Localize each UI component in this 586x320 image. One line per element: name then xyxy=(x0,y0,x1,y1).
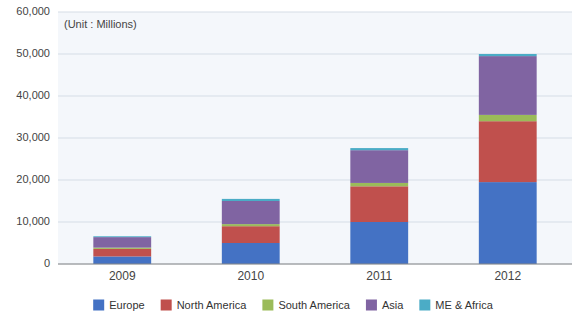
y-tick-label: 50,000 xyxy=(16,47,50,59)
bar xyxy=(350,183,408,186)
bar xyxy=(222,226,280,243)
bars xyxy=(93,54,536,264)
bar xyxy=(93,249,151,257)
legend-item: North America xyxy=(161,299,248,311)
legend: Europe North America South America Asia ME &… xyxy=(93,299,493,311)
grid-line xyxy=(58,264,572,265)
legend-label: South America xyxy=(278,299,350,311)
y-tick-label: 0 xyxy=(44,257,50,269)
bar xyxy=(479,182,537,264)
chart-container: 0 10,000 20,000 30,000 40,000 50,000 60,000 200… xyxy=(0,0,586,320)
legend-item: Asia xyxy=(366,299,404,311)
legend-label: Asia xyxy=(382,299,404,311)
bar xyxy=(222,243,280,264)
bar xyxy=(350,150,408,183)
y-axis: 0 10,000 20,000 30,000 40,000 50,000 60,000 xyxy=(16,5,572,269)
bar xyxy=(93,256,151,264)
bar xyxy=(350,148,408,150)
bar xyxy=(479,56,537,115)
bar xyxy=(93,236,151,238)
y-tick-label: 40,000 xyxy=(16,89,50,101)
legend-swatch xyxy=(366,300,377,311)
bar xyxy=(93,237,151,248)
x-axis-line xyxy=(58,264,572,265)
bar xyxy=(350,186,408,222)
bar xyxy=(350,222,408,264)
y-tick-label: 20,000 xyxy=(16,173,50,185)
legend-swatch xyxy=(161,300,172,311)
grid-line xyxy=(58,12,572,13)
legend-item: ME & Africa xyxy=(419,299,493,311)
legend-label: Europe xyxy=(109,299,144,311)
legend-label: North America xyxy=(177,299,248,311)
legend-swatch xyxy=(93,300,104,311)
legend-item: Europe xyxy=(93,299,144,311)
bar xyxy=(479,121,537,182)
chart: 0 10,000 20,000 30,000 40,000 50,000 60,000 200… xyxy=(0,0,586,320)
x-axis: 2009 2010 2011 2012 xyxy=(58,264,572,283)
annotation: (Unit : Millions) xyxy=(64,18,137,30)
y-tick-label: 60,000 xyxy=(16,5,50,17)
bar xyxy=(479,115,537,121)
bar xyxy=(479,54,537,56)
legend-item: South America xyxy=(262,299,350,311)
legend-label: ME & Africa xyxy=(435,299,493,311)
y-tick-label: 30,000 xyxy=(16,131,50,143)
legend-swatch xyxy=(419,300,430,311)
bar xyxy=(222,224,280,226)
bar xyxy=(222,199,280,201)
plot-background xyxy=(58,12,572,264)
legend-swatch xyxy=(262,300,273,311)
x-tick-label: 2009 xyxy=(109,269,136,283)
bar xyxy=(222,201,280,224)
x-tick-label: 2010 xyxy=(237,269,264,283)
bar xyxy=(93,248,151,249)
y-tick-label: 10,000 xyxy=(16,215,50,227)
x-tick-label: 2012 xyxy=(494,269,521,283)
x-tick-label: 2011 xyxy=(366,269,392,283)
